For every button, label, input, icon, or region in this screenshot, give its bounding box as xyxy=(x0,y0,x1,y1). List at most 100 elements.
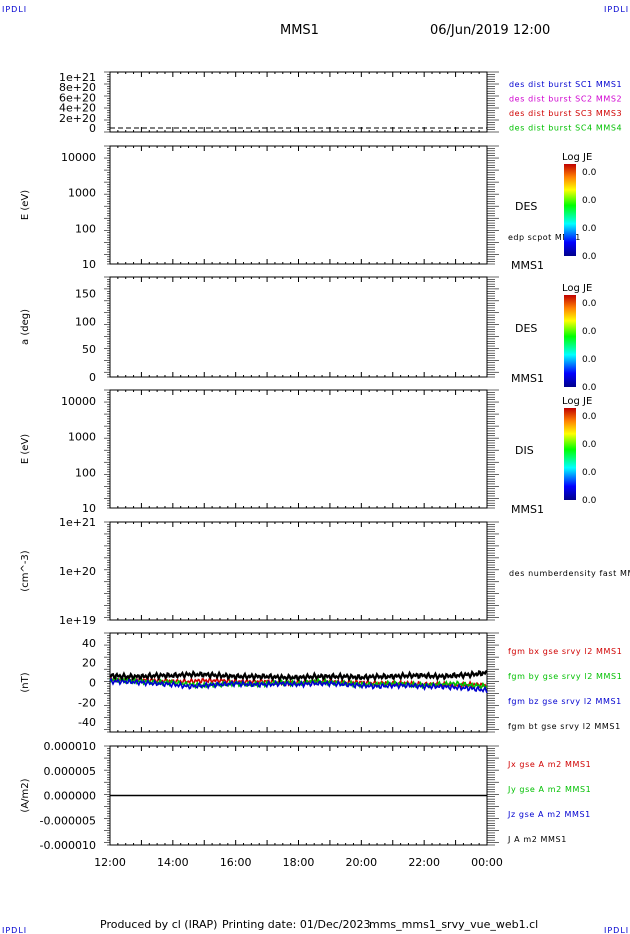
y-tick-label: 10 xyxy=(82,502,96,515)
y-tick-label: 8e+20 xyxy=(59,81,96,94)
instrument-label: DES xyxy=(515,200,537,213)
legend-entry: Jz gse A m2 MMS1 xyxy=(507,810,591,819)
colorbar-tick-label: 0.0 xyxy=(582,168,597,178)
y-tick-label: 6e+20 xyxy=(59,91,96,104)
corner-label-top-left: IPDLI xyxy=(2,5,27,14)
y-tick-label: 4e+20 xyxy=(59,102,96,115)
legend-entry: des dist burst SC2 MMS2 xyxy=(509,95,622,104)
x-tick-label: 12:00 xyxy=(94,856,126,869)
x-tick-label: 22:00 xyxy=(408,856,440,869)
legend-entry: des dist burst SC3 MMS3 xyxy=(509,109,622,118)
legend-entry: des dist burst SC4 MMS4 xyxy=(509,124,622,133)
y-tick-label: -20 xyxy=(78,696,96,709)
y-axis-label: (nT) xyxy=(20,672,31,692)
colorbar xyxy=(564,295,576,387)
legend-entry: Jy gse A m2 MMS1 xyxy=(507,785,591,794)
panel-fgm: 40 20 0 -20 -40 (nT) fgm bx gse srvy l2 MMS1 fg… xyxy=(20,632,622,733)
y-tick-label: 0.000000 xyxy=(44,790,97,803)
panel-frame xyxy=(109,521,488,621)
y-tick-label: 10 xyxy=(82,258,96,271)
y-tick-label: 10000 xyxy=(61,151,96,164)
footer-produced-by: Produced by cl (IRAP) xyxy=(100,918,217,931)
legend-entry: fgm bz gse srvy l2 MMS1 xyxy=(508,697,622,706)
panel-density: 1e+21 1e+20 1e+19 (cm^-3) des numberdensity … xyxy=(20,516,630,627)
series-line xyxy=(109,669,488,683)
spacecraft-label: MMS1 xyxy=(511,259,544,272)
y-tick-label: -40 xyxy=(78,716,96,729)
x-tick-label: 18:00 xyxy=(283,856,315,869)
y-axis-label: (cm^-3) xyxy=(20,550,31,591)
colorbar-tick-label: 0.0 xyxy=(582,327,597,337)
y-tick-label: 0.000010 xyxy=(44,740,97,753)
y-tick-label: -0.000010 xyxy=(40,839,96,852)
spacecraft-title: MMS1 xyxy=(280,23,319,38)
x-tick-label: 20:00 xyxy=(345,856,377,869)
x-tick-label: 14:00 xyxy=(157,856,189,869)
y-axis-label: a (deg) xyxy=(20,309,31,345)
colorbar-title: Log JE xyxy=(562,152,592,163)
colorbar-tick-label: 0.0 xyxy=(582,224,597,234)
panel-frame xyxy=(109,145,488,265)
colorbar-tick-label: 0.0 xyxy=(582,440,597,450)
colorbar-tick-label: 0.0 xyxy=(582,355,597,365)
legend-entry: J A m2 MMS1 xyxy=(507,835,567,844)
x-tick-label: 00:00 xyxy=(471,856,503,869)
panel-current: 0.000010 0.000005 0.000000 -0.000005 -0.0000… xyxy=(20,740,591,852)
footer-filename: mms_mms1_srvy_vue_web1.cl xyxy=(369,918,538,931)
y-tick-label: 1e+21 xyxy=(59,516,96,529)
y-tick-label: 100 xyxy=(75,315,96,328)
colorbar-title: Log JE xyxy=(562,283,592,294)
y-tick-label: 0 xyxy=(89,122,96,135)
corner-label-bottom-right: IPDLI xyxy=(604,926,629,934)
colorbar xyxy=(564,408,576,500)
y-tick-label: 50 xyxy=(82,343,96,356)
y-axis-label: (A/m2) xyxy=(20,778,31,812)
colorbar-tick-label: 0.0 xyxy=(582,196,597,206)
corner-label-bottom-left: IPDLI xyxy=(2,926,27,934)
scpot-label: edp scpot MMS1 xyxy=(508,233,581,242)
datetime-title: 06/Jun/2019 12:00 xyxy=(430,23,550,38)
y-tick-label: 10000 xyxy=(61,395,96,408)
y-axis-label: E (eV) xyxy=(20,434,31,464)
y-tick-label: 0.000005 xyxy=(44,765,97,778)
y-tick-label: 100 xyxy=(75,222,96,235)
colorbar-tick-label: 0.0 xyxy=(582,496,597,506)
colorbar-tick-label: 0.0 xyxy=(582,468,597,478)
panel-des-energy: 10000 1000 100 10 E (eV) DES edp scpot MMS1 MMS… xyxy=(20,145,597,272)
legend-entry: fgm bt gse srvy l2 MMS1 xyxy=(508,722,621,731)
colorbar-tick-label: 0.0 xyxy=(582,383,597,393)
instrument-label: DES xyxy=(515,322,537,335)
legend-entry: fgm by gse srvy l2 MMS1 xyxy=(508,672,622,681)
x-tick-label: 16:00 xyxy=(220,856,252,869)
y-tick-label: 1e+20 xyxy=(59,565,96,578)
y-tick-label: 0 xyxy=(89,371,96,384)
y-tick-label: 20 xyxy=(82,657,96,670)
y-tick-label: 40 xyxy=(82,637,96,650)
colorbar-tick-label: 0.0 xyxy=(582,412,597,422)
legend-entry: fgm bx gse srvy l2 MMS1 xyxy=(508,647,622,656)
spacecraft-label: MMS1 xyxy=(511,503,544,516)
spacecraft-label: MMS1 xyxy=(511,372,544,385)
colorbar xyxy=(564,164,576,256)
time-axis: 12:00 14:00 16:00 18:00 20:00 22:00 00:00 xyxy=(94,856,503,869)
colorbar-title: Log JE xyxy=(562,396,592,407)
y-tick-label: 1000 xyxy=(68,431,96,444)
panel-dis-energy: 10000 1000 100 10 E (eV) DIS MMS1 Log JE 0.0 0.0 0… xyxy=(20,389,597,516)
instrument-label: DIS xyxy=(515,444,534,457)
y-tick-label: 2e+20 xyxy=(59,112,96,125)
panel-frame xyxy=(109,71,488,133)
y-tick-label: -0.000005 xyxy=(40,814,96,827)
colorbar-tick-label: 0.0 xyxy=(582,299,597,309)
y-tick-label: 1000 xyxy=(68,187,96,200)
panel-des-pitch: 150 100 50 0 a (deg) DES MMS1 Log JE 0.0 0.0 0.0 0.… xyxy=(20,276,597,393)
y-tick-label: 1e+21 xyxy=(59,71,96,84)
colorbar-tick-label: 0.0 xyxy=(582,252,597,262)
legend-entry: des numberdensity fast MMS1 xyxy=(509,569,630,578)
y-tick-label: 100 xyxy=(75,466,96,479)
corner-label-top-right: IPDLI xyxy=(604,5,629,14)
y-axis-label: E (eV) xyxy=(20,190,31,220)
legend-entry: Jx gse A m2 MMS1 xyxy=(507,760,591,769)
